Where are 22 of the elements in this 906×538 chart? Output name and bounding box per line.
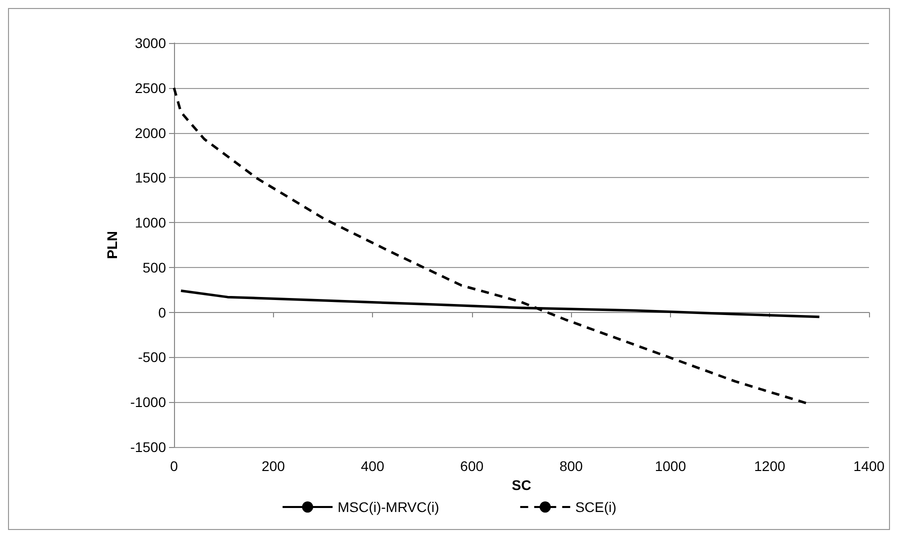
x-tick-label: 0	[170, 458, 178, 474]
x-tick-label: 200	[262, 458, 286, 474]
x-tick-label: 800	[559, 458, 584, 474]
y-tick-label: 1500	[134, 170, 166, 186]
y-tick-label: -500	[138, 349, 166, 366]
y-tick-label: -1000	[130, 394, 166, 410]
y-tick-label: 500	[142, 259, 166, 276]
y-tick-label: 3000	[134, 35, 166, 51]
x-tick-label: 1400	[853, 458, 885, 474]
x-axis-title: SC	[512, 476, 532, 493]
legend-label: SCE(i)	[575, 499, 616, 515]
x-tick-label: 600	[460, 458, 484, 474]
legend-label: MSC(i)-MRVC(i)	[338, 499, 440, 515]
y-tick-label: 2500	[134, 80, 166, 96]
y-tick-label: -1500	[130, 439, 166, 455]
y-tick-label: 2000	[134, 124, 166, 141]
y-axis-title: PLN	[104, 231, 120, 259]
y-tick-label: 1000	[134, 214, 166, 231]
x-tick-label: 1000	[654, 458, 686, 474]
x-tick-label: 1200	[754, 458, 786, 474]
x-tick-label: 400	[360, 458, 384, 474]
y-tick-label: 0	[158, 304, 166, 320]
